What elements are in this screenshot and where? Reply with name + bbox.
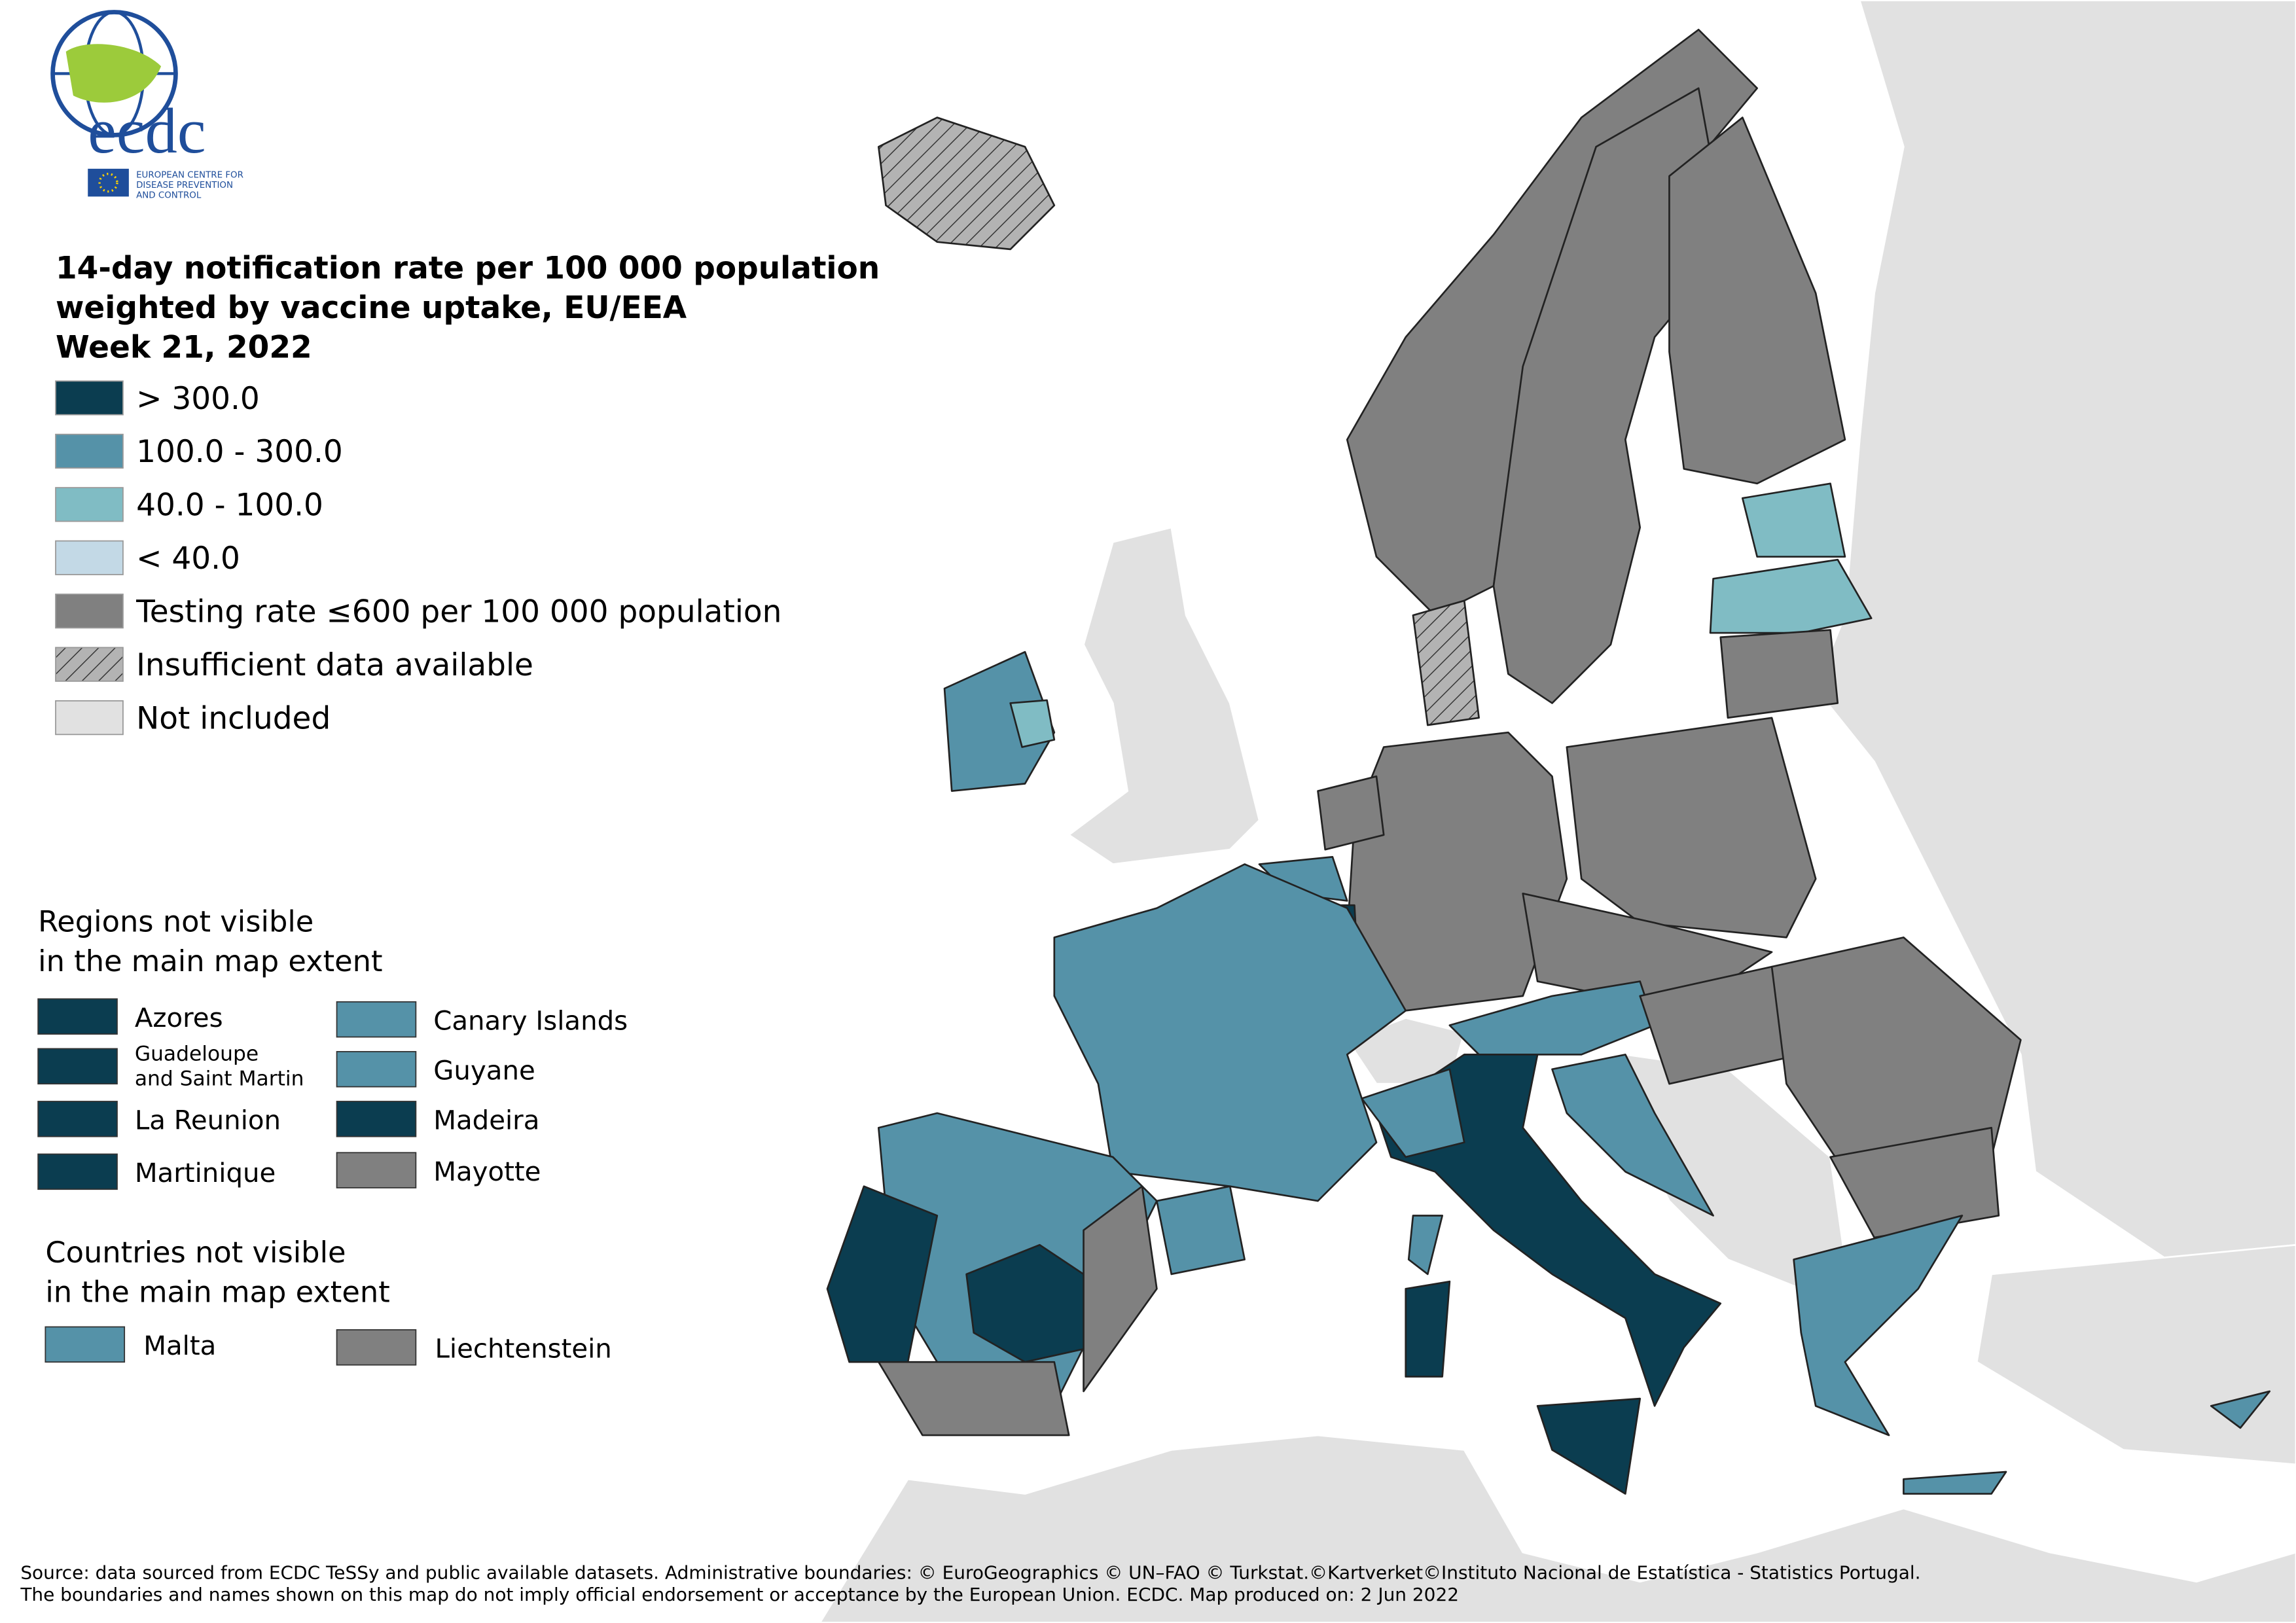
section-title: in the main map extent [45,1274,389,1309]
title-line: weighted by vaccine uptake, EU/EEA [56,290,687,326]
legend-label: Testing rate ≤600 per 100 000 population [135,594,781,630]
legend-label: < 40.0 [136,541,240,577]
source: Source: data sourced from ECDC TeSSy and… [20,1561,1920,1605]
legend-swatch [55,700,124,736]
region-swatch [336,1051,417,1088]
region-swatch [37,1101,118,1137]
denmark [1412,599,1480,726]
source-line: Source: data sourced from ECDC TeSSy and… [20,1561,1920,1583]
region-swatch [37,1048,118,1085]
slovenia-croatia [1551,1054,1714,1217]
region-label: Mayotte [433,1157,541,1187]
region-swatch [37,1153,118,1190]
region-swatch [37,998,118,1035]
legend: > 300.0 100.0 - 300.0 40.0 - 100.0 < 40.0 Te… [55,380,781,736]
region-label: La Reunion [135,1105,281,1135]
legend-swatch [55,540,124,575]
region-label: Madeira [433,1105,539,1135]
region-label: and Saint Martin [135,1067,304,1090]
sicily [1536,1397,1641,1495]
poland [1566,717,1817,938]
estonia [1741,482,1846,558]
not-included-uk [1067,526,1261,865]
crete [1903,1471,2007,1495]
ireland [943,651,1056,793]
title: 14-day notification rate per 100 000 pop… [56,251,880,366]
portugal [826,1185,939,1363]
latvia [1709,558,1873,634]
region-label: Guyane [433,1056,535,1086]
section-title: in the main map extent [38,944,382,978]
region-swatch [336,1101,417,1137]
source-line: The boundaries and names shown on this m… [20,1584,1459,1605]
italy-northwest [1361,1068,1465,1158]
finland [1668,116,1846,485]
lithuania [1719,629,1839,719]
logo-subtitle: DISEASE PREVENTION [136,181,233,190]
not-included-turkey [1975,1243,2296,1466]
logo-subtitle: EUROPEAN CENTRE FOR [136,170,243,180]
corsica [1407,1215,1444,1275]
section-title: Regions not visible [38,904,314,938]
legend-swatch [55,487,124,522]
region-label: Azores [135,1003,223,1033]
legend-swatch [55,594,124,629]
legend-label: > 300.0 [136,381,260,417]
title-line: 14-day notification rate per 100 000 pop… [56,251,880,287]
legend-label: 40.0 - 100.0 [136,488,323,524]
bulgaria [1829,1126,2000,1239]
legend-swatch [55,380,124,416]
region-label: Canary Islands [433,1006,628,1036]
germany [1346,731,1568,1012]
iceland [878,116,1056,251]
sardinia [1405,1280,1451,1378]
section-title: Countries not visible [45,1235,346,1270]
catalonia [1156,1185,1246,1275]
region-label: Malta [143,1331,216,1361]
france [1053,863,1407,1202]
region-swatch [336,1329,417,1366]
logo-subtitle: AND CONTROL [136,191,202,201]
region-label: Liechtenstein [435,1334,611,1364]
netherlands [1317,775,1385,851]
logo-name: ecdc [88,96,206,167]
logo: ecdc EUROPEAN CENTRE FOR DISEASE PREVENT… [50,10,243,201]
region-swatch [336,1152,417,1188]
legend-swatch [55,647,124,682]
ireland-east [1009,699,1056,748]
logo-land [65,44,162,103]
legend-swatch [55,433,124,469]
legend-label: Insufficient data available [136,647,533,683]
legend-label: Not included [136,700,331,736]
andalusia [878,1361,1070,1436]
region-label: Martinique [135,1158,276,1188]
greece [1793,1215,1964,1436]
region-swatch [336,1001,417,1038]
not-included-switzerland [1346,1017,1465,1085]
legend-label: 100.0 - 300.0 [136,434,343,470]
spain-east [1083,1185,1158,1393]
region-swatch [45,1326,126,1363]
map [819,0,2296,1623]
cyprus [2210,1390,2271,1429]
regions-section: Regions not visible in the main map exte… [38,904,390,1309]
region-label: Guadeloupe [135,1042,259,1065]
title-line: Week 21, 2022 [56,329,312,365]
not-included-africa [819,1434,2296,1623]
